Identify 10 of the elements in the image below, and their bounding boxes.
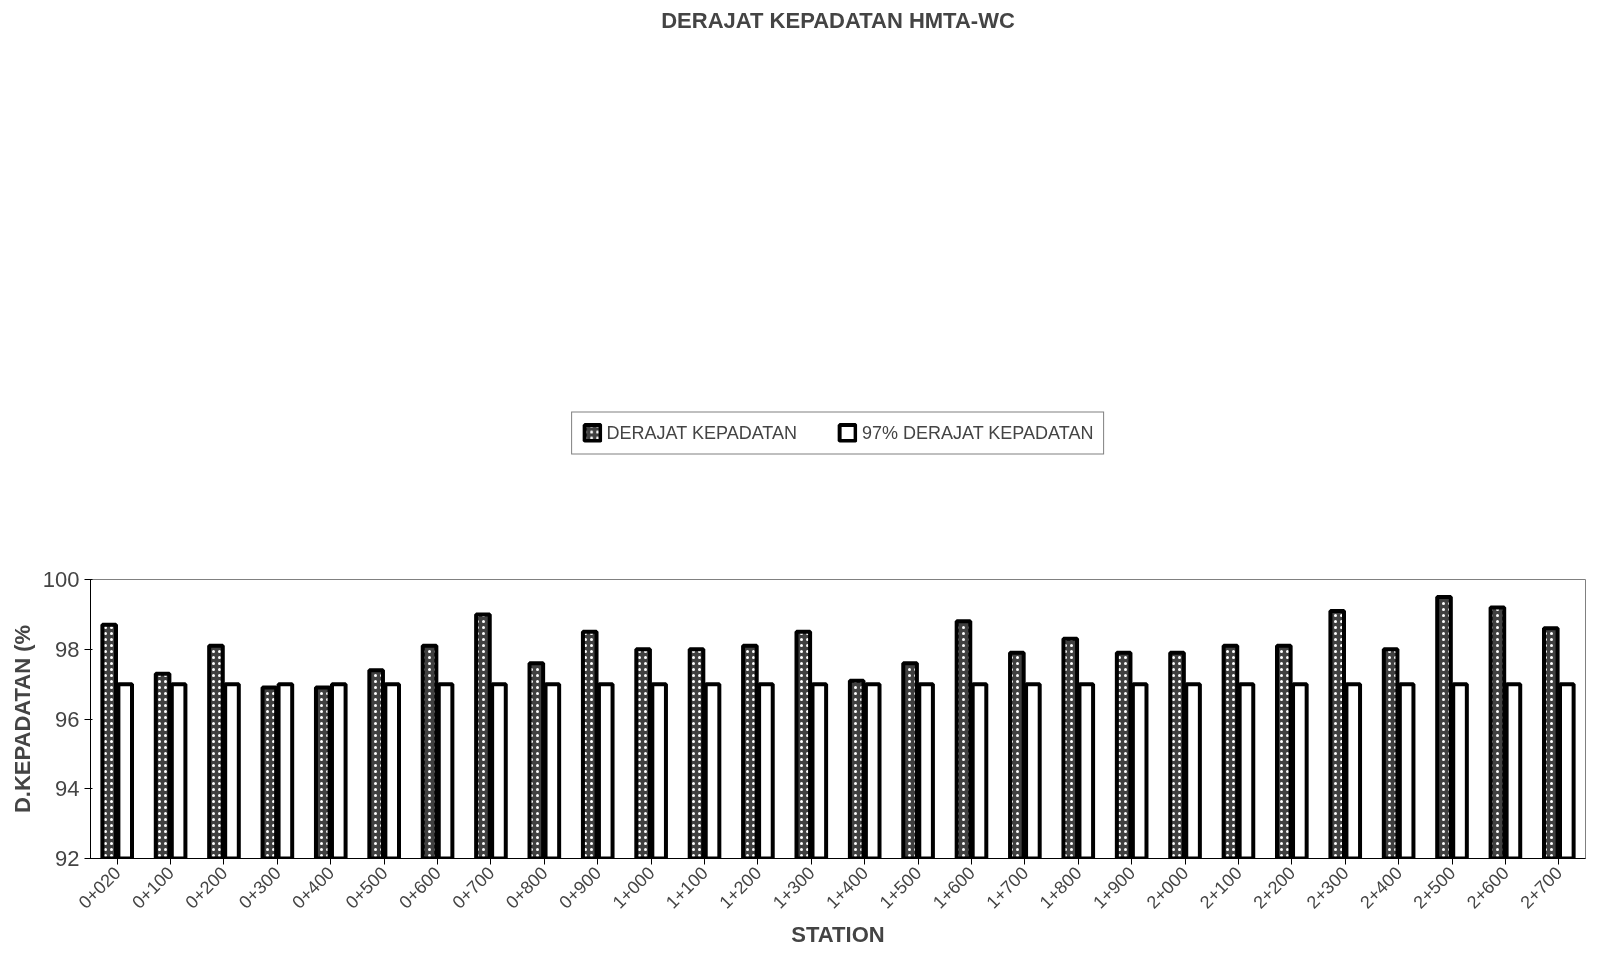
y-tick-label: 96	[55, 706, 80, 732]
chart-title: DERAJAT KEPADATAN HMTA-WC	[661, 7, 1015, 33]
y-tick-label: 94	[55, 776, 80, 802]
y-axis-title: D.KEPADATAN (%	[9, 624, 35, 814]
legend-label: DERAJAT KEPADATAN	[606, 422, 797, 444]
legend-label: 97% DERAJAT KEPADATAN	[861, 422, 1094, 444]
y-tick-label: 100	[42, 567, 80, 592]
x-axis-title: STATION	[791, 922, 885, 948]
y-tick-label: 98	[55, 636, 80, 662]
y-tick-label: 92	[55, 846, 80, 871]
